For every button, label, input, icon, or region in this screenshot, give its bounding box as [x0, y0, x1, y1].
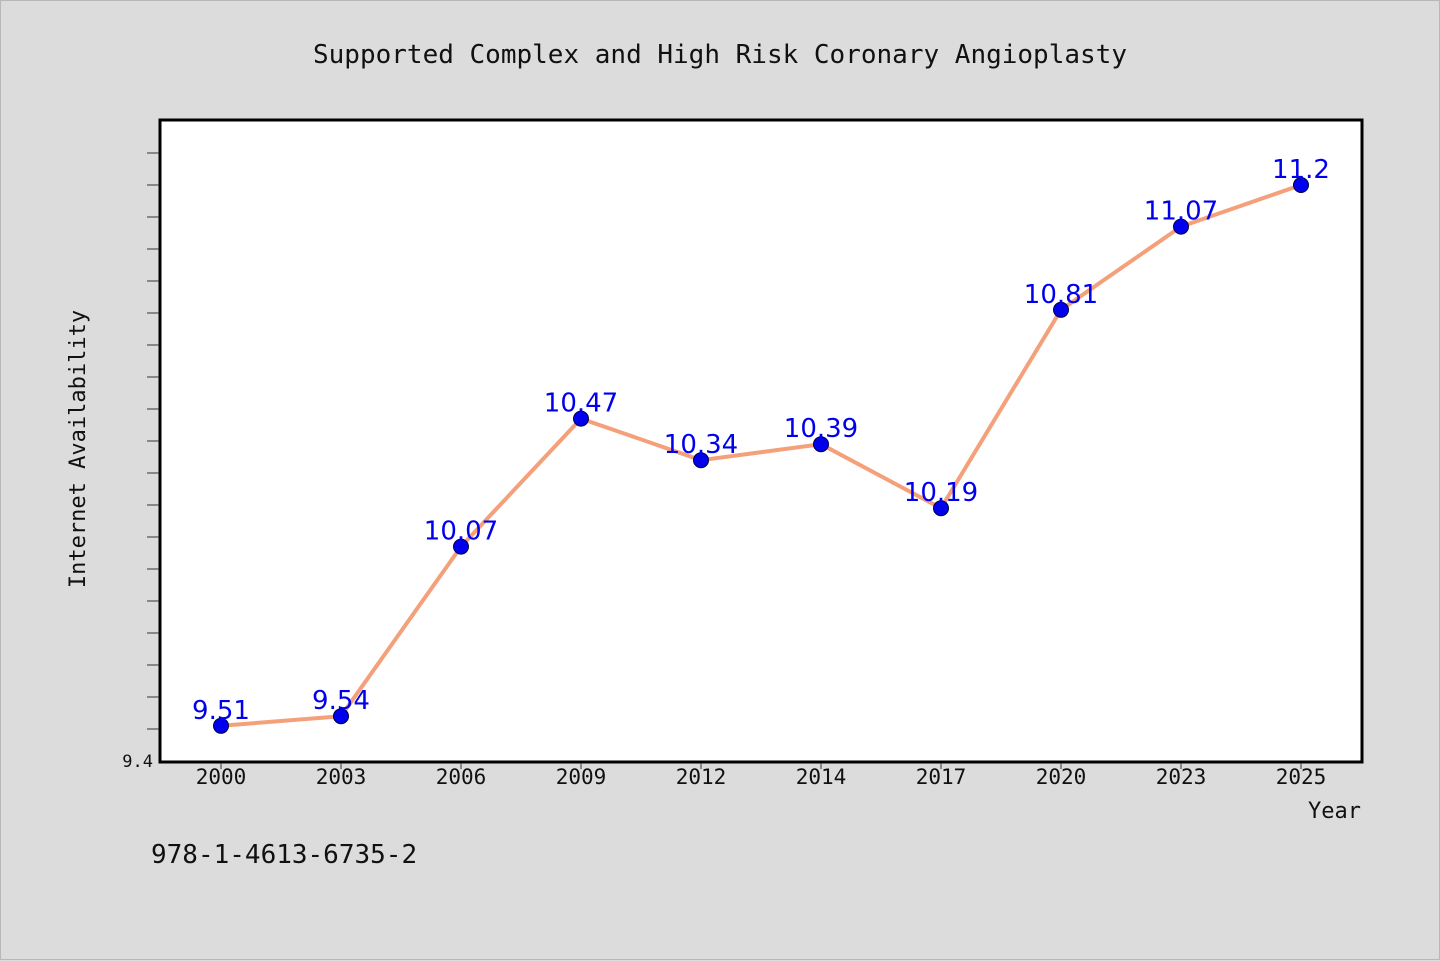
y-axis-ticks: 9.4 [122, 152, 159, 772]
data-label: 9.54 [312, 686, 370, 716]
x-tick-label: 2014 [796, 765, 847, 789]
x-tick-label: 2023 [1156, 765, 1207, 789]
data-label: 11.2 [1272, 155, 1330, 185]
x-tick-label: 2012 [676, 765, 727, 789]
data-label: 10.81 [1024, 280, 1098, 310]
series-line [219, 183, 1303, 728]
y-axis-label: Internet Availability [66, 310, 91, 588]
data-point [933, 500, 949, 517]
data-point [693, 452, 709, 469]
x-axis-ticks: 2000 2003 2006 2009 2012 2014 2017 2020 2023 2025 [196, 763, 1327, 789]
data-point [1293, 177, 1309, 193]
plot-area [158, 118, 1364, 764]
series-markers-group [213, 177, 1309, 734]
data-label: 10.07 [424, 517, 498, 547]
data-point [813, 436, 829, 453]
x-tick-label: 2003 [316, 765, 367, 789]
x-tick-label: 2009 [556, 765, 607, 789]
x-tick-label: 2006 [436, 765, 487, 789]
data-label: 9.51 [192, 696, 250, 726]
data-point [213, 717, 229, 734]
x-tick-label: 2017 [916, 765, 967, 789]
data-label: 10.34 [664, 430, 738, 460]
data-point [453, 538, 469, 555]
x-tick-label: 2020 [1036, 765, 1087, 789]
x-axis-label: Year [1308, 799, 1361, 824]
x-tick-label: 2025 [1276, 765, 1327, 789]
data-label: 10.19 [904, 478, 978, 508]
data-labels-group: 9.51 9.54 10.07 10.47 10.34 10.39 10.19 10.81 11… [192, 155, 1330, 726]
data-label: 10.47 [544, 389, 618, 419]
footer-code: 978-1-4613-6735-2 [151, 840, 417, 870]
data-point [573, 410, 589, 427]
data-label: 10.39 [784, 414, 858, 444]
series-line-group [219, 183, 1303, 728]
data-point [333, 708, 349, 725]
data-point [1053, 301, 1069, 318]
x-tick-label: 2000 [196, 765, 247, 789]
data-point [1173, 218, 1189, 235]
data-label: 11.07 [1144, 197, 1218, 227]
chart-title: Supported Complex and High Risk Coronary… [313, 40, 1127, 70]
y-tick-label: 9.4 [122, 752, 153, 772]
